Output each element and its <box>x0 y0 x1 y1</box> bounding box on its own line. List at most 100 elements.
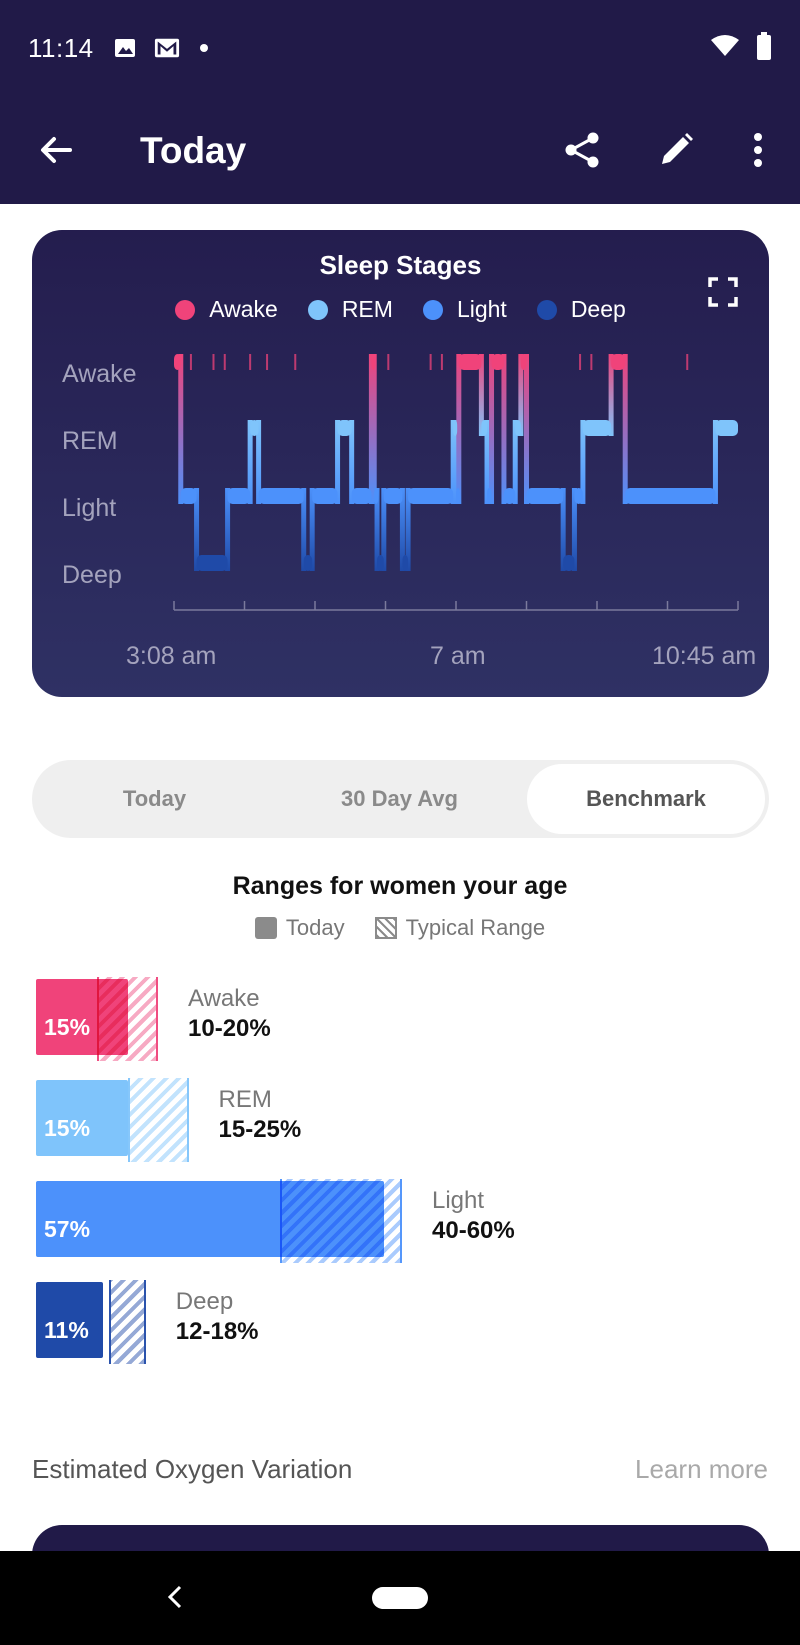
stage-transition <box>453 420 459 504</box>
stage-transition <box>309 488 315 571</box>
stage-segment-deep <box>303 555 313 571</box>
legend-label: Deep <box>570 296 626 322</box>
benchmark-legend: Today Typical Range <box>0 915 800 941</box>
tab-benchmark[interactable]: Benchmark <box>527 764 765 834</box>
stage-transition <box>381 488 387 571</box>
stage-segment-light <box>574 488 583 504</box>
typical-range-band <box>280 1179 402 1263</box>
legend-swatch <box>422 299 443 320</box>
edit-icon[interactable] <box>654 128 698 172</box>
sleep-hypnogram <box>173 354 739 611</box>
stage-segment-light <box>258 488 304 504</box>
stage-name: Deep <box>175 1288 234 1315</box>
more-vert-icon[interactable] <box>736 128 780 172</box>
nav-home-pill[interactable] <box>372 1587 428 1609</box>
stage-segment-light <box>312 488 338 504</box>
stage-transition <box>335 420 341 504</box>
stage-transition <box>405 488 411 571</box>
wifi-icon <box>710 34 740 63</box>
x-tick-middle: 7 am <box>430 642 486 670</box>
typical-range-swatch <box>374 917 397 939</box>
stage-name: Awake <box>188 985 260 1012</box>
today-swatch <box>254 917 277 939</box>
notification-dot <box>199 44 208 52</box>
system-nav-bar <box>0 1551 800 1645</box>
legend-typical-range: Typical Range <box>374 915 546 941</box>
stage-transition <box>368 354 374 504</box>
fullscreen-icon[interactable] <box>707 276 739 308</box>
period-tabs: Today 30 Day Avg Benchmark <box>32 760 769 838</box>
back-arrow-icon[interactable] <box>36 130 76 170</box>
stage-segment-light <box>227 488 251 504</box>
legend-swatch <box>307 299 328 320</box>
today-percent: 57% <box>44 1216 91 1242</box>
awake-blip <box>249 354 252 370</box>
stage-transition <box>349 420 355 504</box>
learn-more-link[interactable]: Learn more <box>635 1454 768 1484</box>
stage-segment-light <box>503 488 516 504</box>
stage-transition <box>571 488 577 571</box>
typical-range-band <box>97 977 158 1061</box>
stage-segment-rem <box>481 420 488 436</box>
stage-segment-light <box>374 488 379 504</box>
legend-label: Light <box>456 296 507 322</box>
stage-segment-light <box>487 488 492 504</box>
stage-segment-light <box>408 488 454 504</box>
stage-transition <box>560 488 566 571</box>
awake-blip <box>440 354 443 370</box>
legend-deep: Deep <box>536 296 626 323</box>
stage-transition <box>580 420 586 504</box>
awake-blip <box>212 354 215 370</box>
legend-swatch <box>536 299 557 320</box>
stage-transition <box>501 354 507 504</box>
image-icon <box>112 35 138 61</box>
stage-transition <box>301 488 307 571</box>
stage-segment-deep <box>377 555 384 571</box>
tab-today[interactable]: Today <box>122 786 187 811</box>
stage-segment-awake <box>371 354 376 370</box>
stage-segment-light <box>351 488 372 504</box>
awake-blip <box>429 354 432 370</box>
stage-transition <box>450 420 456 504</box>
y-label-rem: REM <box>62 427 118 455</box>
status-time: 11:14 <box>28 32 94 63</box>
legend-awake: Awake <box>175 296 278 323</box>
awake-blip <box>387 354 390 370</box>
typical-range-band <box>127 1078 189 1162</box>
legend-rem: REM <box>307 296 393 323</box>
tab-30-day-avg[interactable]: 30 Day Avg <box>341 786 458 811</box>
y-label-deep: Deep <box>62 561 122 589</box>
range-value: 40-60% <box>432 1217 515 1244</box>
legend-typical-label: Typical Range <box>405 915 546 940</box>
stage-segment-rem <box>250 420 259 436</box>
range-value: 12-18% <box>175 1318 259 1345</box>
awake-blip <box>294 354 297 370</box>
oxygen-section-label: Estimated Oxygen Variation <box>32 1454 353 1484</box>
stage-transition <box>247 420 253 504</box>
legend-label: Awake <box>209 296 278 322</box>
stage-transition <box>225 488 231 571</box>
y-label-light: Light <box>62 494 117 522</box>
stage-segment-deep <box>563 555 575 571</box>
app-bar: Today <box>0 110 800 190</box>
stage-transition <box>622 354 628 504</box>
stage-name: Light <box>432 1187 485 1214</box>
stage-name: REM <box>218 1086 272 1113</box>
y-label-awake: Awake <box>62 360 137 388</box>
status-bar: 11:14 <box>28 30 772 66</box>
card-title: Sleep Stages <box>319 250 482 280</box>
awake-blip <box>266 354 269 370</box>
stage-segment-rem <box>515 420 521 436</box>
nav-back-icon[interactable] <box>162 1581 186 1613</box>
share-icon[interactable] <box>560 128 604 172</box>
today-percent: 15% <box>44 1014 91 1040</box>
top-bar: 11:14 Today <box>0 0 800 204</box>
gmail-icon <box>154 35 180 61</box>
stage-transition <box>371 354 377 504</box>
stage-segment-awake <box>174 354 181 370</box>
awake-blip <box>590 354 593 370</box>
stage-transition <box>256 420 262 504</box>
benchmark-title: Ranges for women your age <box>232 872 568 900</box>
stage-segment-awake <box>491 354 504 370</box>
legend-today-label: Today <box>285 915 345 940</box>
